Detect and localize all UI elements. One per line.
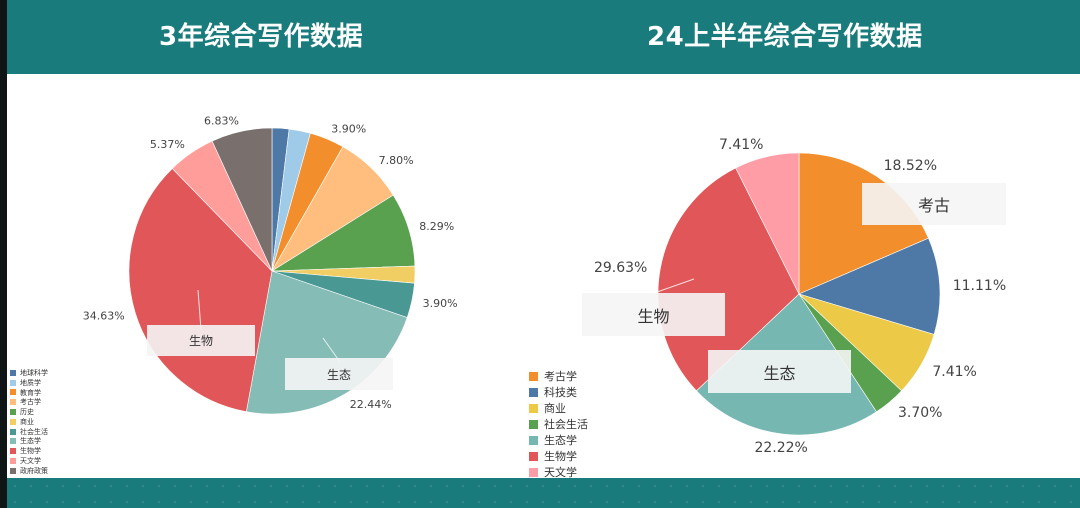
legend-item-1-3: 社会生活	[529, 416, 588, 432]
legend-label: 社会生活	[20, 427, 48, 436]
pie-data-label-1-2: 7.41%	[932, 364, 976, 380]
legend-item-0-10: 政府政策	[10, 466, 48, 476]
legend-swatch	[10, 467, 16, 474]
pie-slice-0-10	[211, 127, 273, 272]
legend-item-1-1: 科技类	[529, 384, 588, 400]
pie-data-label-1-6: 7.41%	[719, 137, 763, 153]
legend-item-1-0: 考古学	[529, 368, 588, 384]
pie-slice-1-1	[798, 237, 941, 335]
legend-label: 天文学	[544, 466, 577, 479]
legend-item-1-2: 商业	[529, 400, 588, 416]
legend-swatch	[10, 369, 16, 376]
left-chart-title: 3年综合写作数据	[159, 22, 364, 52]
legend-label: 天文学	[20, 457, 41, 466]
legend-swatch	[529, 435, 538, 445]
legend-label: 生物学	[20, 447, 41, 456]
legend-label: 地球科学	[20, 368, 48, 377]
legend-label: 考古学	[544, 370, 577, 383]
legend-label: 社会生活	[544, 418, 588, 431]
header-bar: 3年综合写作数据 24上半年综合写作数据	[7, 0, 1080, 74]
legend-swatch	[10, 409, 16, 416]
legend-label: 地质学	[20, 378, 41, 387]
legend-item-0-2: 教育学	[10, 388, 48, 398]
legend-label: 教育学	[20, 388, 41, 397]
legend-swatch	[10, 458, 16, 465]
legend-swatch	[10, 448, 16, 455]
footer-band	[7, 478, 1080, 508]
legend-swatch	[10, 389, 16, 396]
legend-swatch	[10, 438, 16, 445]
legend-item-0-6: 社会生活	[10, 427, 48, 437]
legend-swatch	[529, 467, 538, 477]
legend-item-0-4: 历史	[10, 407, 48, 417]
pie-data-label-0-6: 3.90%	[423, 297, 458, 310]
legend-item-0-9: 天文学	[10, 456, 48, 466]
legend-label: 考古学	[20, 398, 41, 407]
pie-data-label-0-8: 34.63%	[83, 310, 125, 323]
pie-data-label-1-5: 29.63%	[594, 260, 647, 276]
legend-label: 生态学	[20, 437, 41, 446]
legend-item-0-1: 地质学	[10, 378, 48, 388]
legend-swatch	[10, 379, 16, 386]
legend-item-0-8: 生物学	[10, 446, 48, 456]
legend-item-1-4: 生态学	[529, 432, 588, 448]
annotation-biology-right: 生物	[582, 293, 725, 336]
pie-data-label-1-1: 11.11%	[953, 278, 1006, 294]
legend-label: 政府政策	[20, 466, 48, 475]
legend-item-0-3: 考古学	[10, 397, 48, 407]
pie-slice-1-6	[735, 152, 800, 295]
leader-line-0	[197, 289, 202, 331]
pie-data-label-0-3: 7.80%	[379, 154, 414, 167]
pie-data-label-0-10: 6.83%	[204, 114, 239, 127]
window-left-edge	[0, 0, 7, 508]
pie-data-label-0-2: 3.90%	[331, 123, 366, 136]
right-chart-title: 24上半年综合写作数据	[647, 22, 923, 52]
pie-data-label-0-7: 22.44%	[350, 398, 392, 411]
legend-item-0-5: 商业	[10, 417, 48, 427]
annotation-archaeology-right: 考古	[862, 183, 1006, 225]
legend-item-1-6: 天文学	[529, 464, 588, 480]
legend-swatch	[10, 428, 16, 435]
pie-data-label-1-4: 22.22%	[754, 440, 807, 456]
legend-item-1-5: 生物学	[529, 448, 588, 464]
legend-item-0-7: 生态学	[10, 437, 48, 447]
legend-item-0-0: 地球科学	[10, 368, 48, 378]
legend-24h1: 考古学科技类商业社会生活生态学生物学天文学	[529, 368, 588, 480]
pie-data-label-1-3: 3.70%	[898, 405, 942, 421]
pie-data-label-0-4: 8.29%	[419, 220, 454, 233]
legend-label: 历史	[20, 408, 34, 417]
legend-label: 商业	[20, 417, 34, 426]
legend-label: 商业	[544, 402, 566, 415]
legend-swatch	[10, 418, 16, 425]
legend-swatch	[529, 451, 538, 461]
legend-swatch	[529, 371, 538, 381]
legend-swatch	[10, 399, 16, 406]
pie-data-label-0-9: 5.37%	[150, 138, 185, 151]
legend-label: 生态学	[544, 434, 577, 447]
legend-3yr: 地球科学 地质学 教育学 考古学 历史 商业 社会生活 生态学 生物学 天文学 政府政策	[10, 368, 48, 476]
pie-data-label-1-0: 18.52%	[884, 158, 937, 174]
legend-swatch	[529, 419, 538, 429]
legend-label: 生物学	[544, 450, 577, 463]
legend-label: 科技类	[544, 386, 577, 399]
annotation-biology-left: 生物	[147, 325, 255, 356]
annotation-ecology-right: 生态	[708, 350, 851, 393]
legend-swatch	[529, 387, 538, 397]
legend-swatch	[529, 403, 538, 413]
annotation-ecology-left: 生态	[285, 358, 393, 390]
